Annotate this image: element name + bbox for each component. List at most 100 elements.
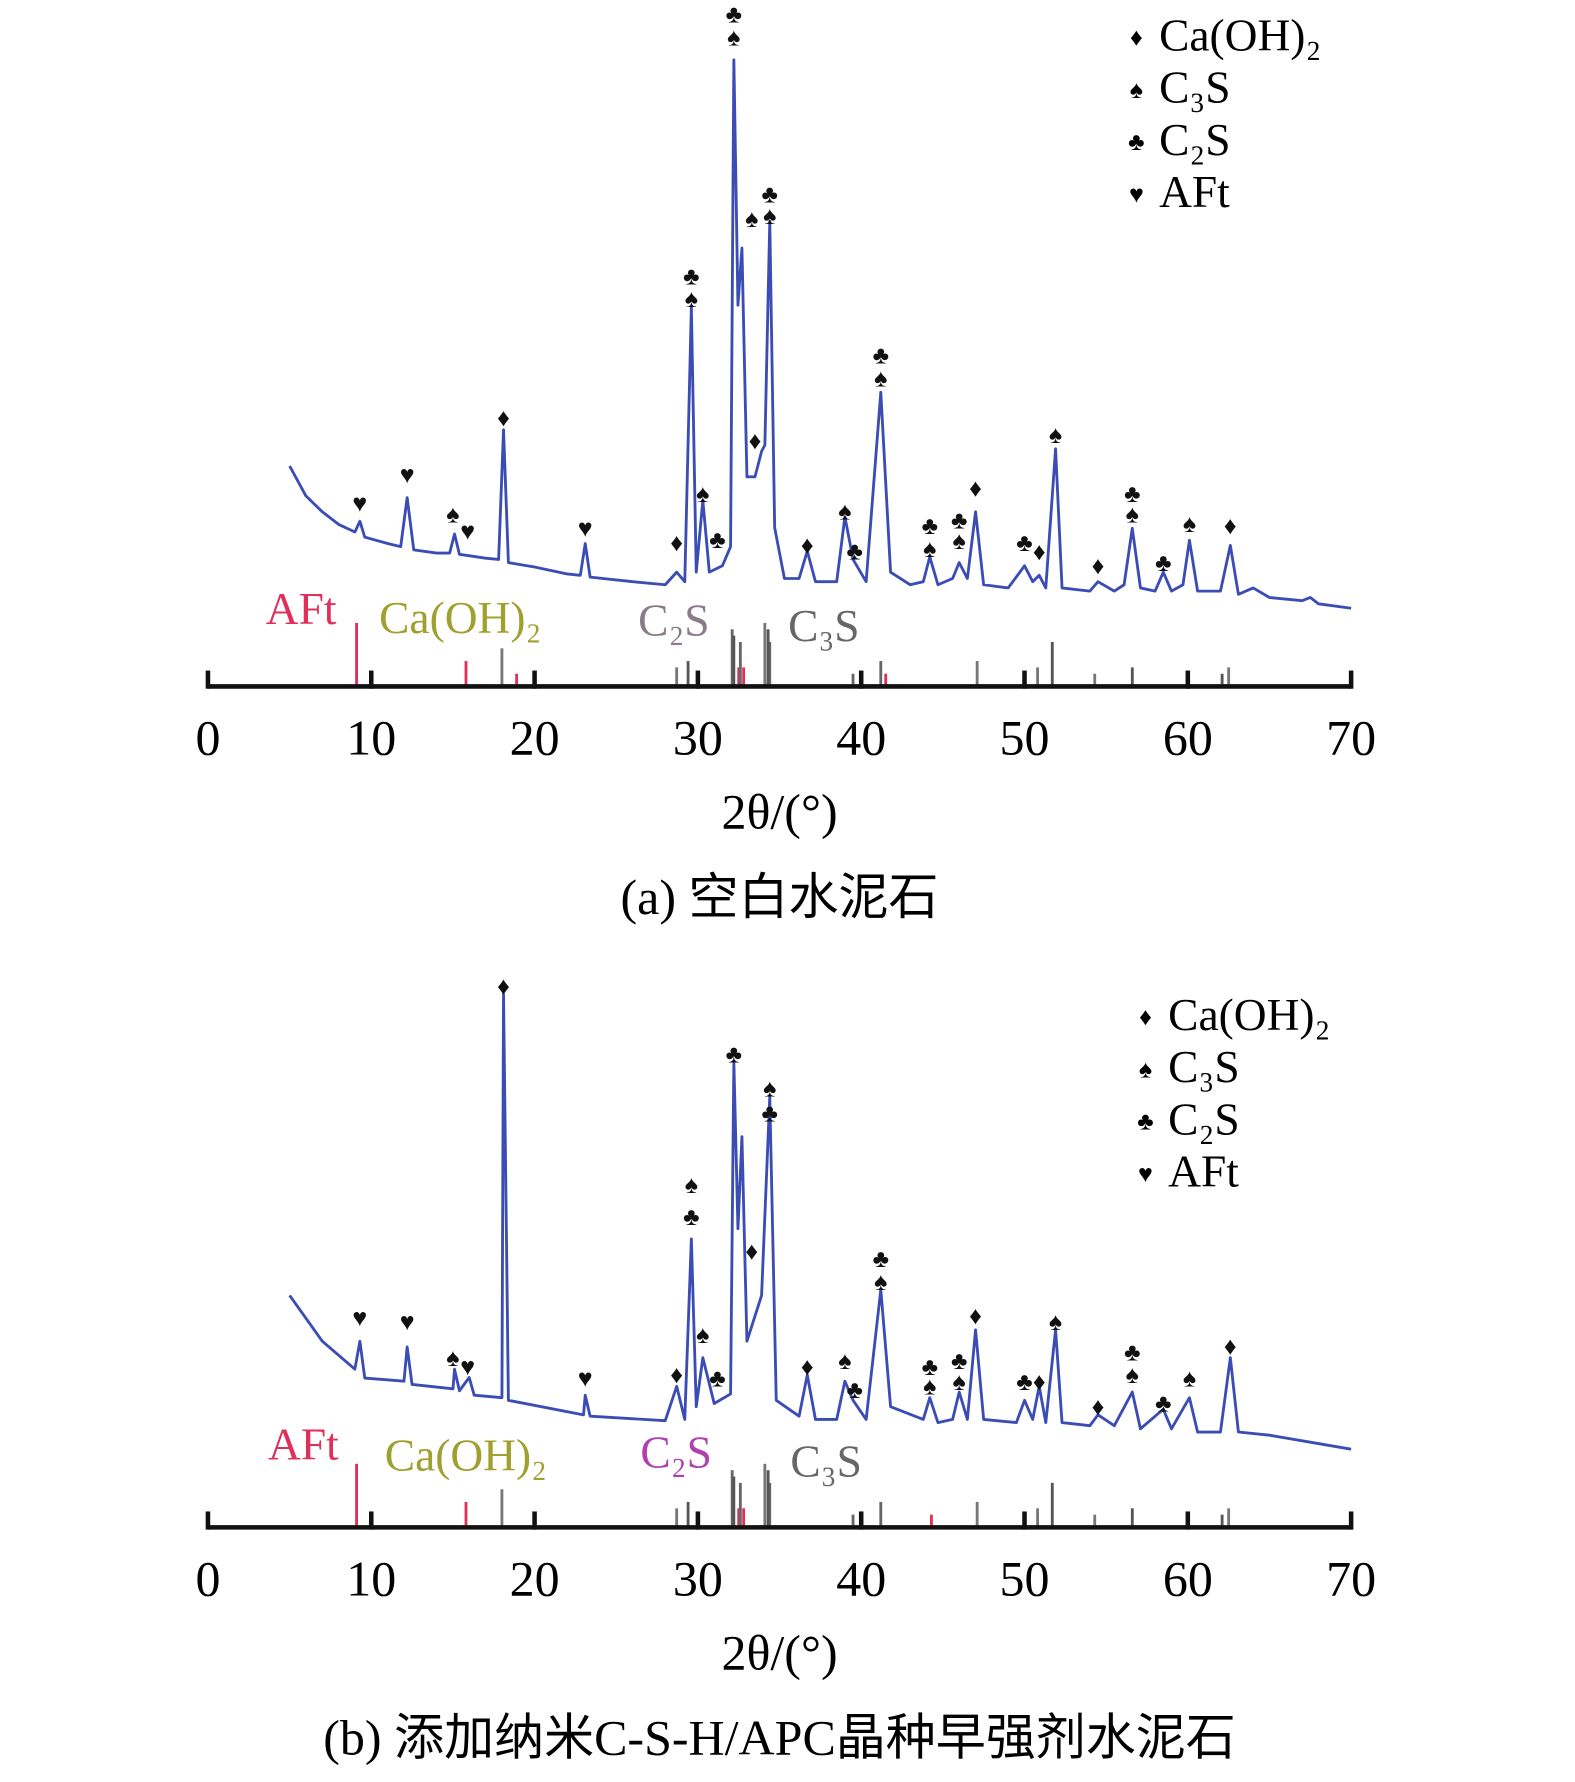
peak-marker: ♥ (400, 1309, 415, 1336)
x-tick-label: 50 (1000, 710, 1050, 766)
peak-marker: ♥ (578, 1365, 593, 1392)
peak-marker: ♣ (1155, 1391, 1171, 1418)
peak-marker: ♠ (696, 481, 709, 508)
peak-marker: ♠ (763, 1076, 776, 1103)
reference-label: C₂S (638, 595, 709, 646)
peak-marker: ♣ (762, 1100, 778, 1127)
peak-marker: ♠ (1126, 1362, 1139, 1389)
peak-marker: ♣ (1124, 1339, 1140, 1366)
peak-marker: ♦ (497, 405, 510, 432)
peak-marker: ♣ (951, 507, 967, 534)
x-tick-label: 0 (195, 710, 220, 766)
x-tick-label: 70 (1326, 1551, 1376, 1607)
peak-marker: ♠ (953, 1369, 966, 1396)
reference-label: C₃S (788, 600, 859, 651)
peak-marker: ♥ (578, 516, 593, 543)
peak-marker: ♦ (745, 1238, 758, 1265)
xrd-curve (288, 58, 1352, 610)
peak-marker: ♠ (763, 203, 776, 230)
peak-marker: ♣ (683, 263, 699, 290)
legend-label: C₃S (1159, 62, 1230, 113)
peak-marker: ♣ (683, 1204, 699, 1231)
peak-marker: ♣ (873, 343, 889, 370)
legend-symbol: ♠ (1139, 1056, 1152, 1083)
peak-marker: ♠ (696, 1322, 709, 1349)
peak-marker: ♦ (1224, 1334, 1237, 1361)
peak-marker: ♥ (400, 462, 415, 489)
peak-marker: ♦ (801, 533, 814, 560)
legend-symbol: ♥ (1129, 181, 1144, 208)
peak-marker: ♣ (709, 1365, 725, 1392)
peak-marker: ♣ (846, 538, 862, 565)
peak-marker: ♦ (749, 428, 762, 455)
caption: (a) 空白水泥石 (621, 869, 939, 925)
legend-symbol: ♦ (1130, 25, 1143, 52)
peak-marker: ♣ (951, 1348, 967, 1375)
peak-marker: ♣ (709, 527, 725, 554)
peak-marker: ♠ (923, 1374, 936, 1401)
peak-marker: ♦ (969, 476, 982, 503)
x-tick-label: 70 (1326, 710, 1376, 766)
peak-marker: ♦ (1033, 1369, 1046, 1396)
peak-marker: ♣ (873, 1246, 889, 1273)
x-tick-label: 30 (673, 710, 723, 766)
peak-marker: ♠ (727, 24, 740, 51)
peak-marker: ♦ (1092, 553, 1105, 580)
peak-marker: ♦ (497, 973, 510, 1000)
peak-marker: ♠ (685, 286, 698, 313)
reference-label: Ca(OH)₂ (379, 592, 541, 643)
legend-symbol: ♣ (1137, 1109, 1153, 1136)
legend-label: C₂S (1159, 114, 1230, 165)
peak-marker: ♥ (352, 491, 367, 518)
peak-marker: ♠ (923, 536, 936, 563)
peak-marker: ♠ (685, 1172, 698, 1199)
legend-label: C₂S (1168, 1093, 1239, 1144)
x-tick-label: 0 (195, 1551, 220, 1607)
legend-label: Ca(OH)₂ (1168, 989, 1330, 1040)
peak-marker: ♦ (670, 530, 683, 557)
x-tick-label: 60 (1163, 710, 1213, 766)
peak-marker: ♦ (1092, 1394, 1105, 1421)
peak-marker: ♠ (446, 502, 459, 529)
peak-marker: ♠ (1126, 502, 1139, 529)
peak-marker: ♣ (846, 1377, 862, 1404)
xrd-curve (288, 992, 1352, 1451)
reference-label: C₂S (640, 1426, 711, 1477)
x-tick-label: 40 (836, 710, 886, 766)
peak-marker: ♣ (726, 1041, 742, 1068)
peak-marker: ♣ (922, 1354, 938, 1381)
peak-marker: ♠ (1049, 422, 1062, 449)
legend-symbol: ♠ (1130, 77, 1143, 104)
x-tick-label: 40 (836, 1551, 886, 1607)
peak-marker: ♠ (874, 366, 887, 393)
peak-marker: ♣ (922, 513, 938, 540)
peak-marker: ♠ (745, 206, 758, 233)
peak-marker: ♥ (352, 1305, 367, 1332)
peak-marker: ♣ (1155, 550, 1171, 577)
x-tick-label: 20 (510, 710, 560, 766)
peak-marker: ♦ (1033, 539, 1046, 566)
x-axis-title: 2θ/(°) (721, 1625, 837, 1681)
legend-symbol: ♣ (1128, 129, 1144, 156)
legend-label: Ca(OH)₂ (1159, 9, 1321, 60)
peak-marker: ♠ (1183, 1365, 1196, 1392)
x-tick-label: 10 (346, 710, 396, 766)
x-axis-title: 2θ/(°) (721, 784, 837, 840)
peak-marker: ♠ (1049, 1309, 1062, 1336)
peak-marker: ♠ (1183, 511, 1196, 538)
peak-marker: ♠ (953, 528, 966, 555)
reference-label: Ca(OH)₂ (385, 1430, 547, 1481)
x-tick-label: 60 (1163, 1551, 1213, 1607)
peak-marker: ♠ (874, 1269, 887, 1296)
peak-marker: ♥ (460, 1354, 475, 1381)
reference-label: AFt (268, 1418, 339, 1469)
peak-marker: ♦ (801, 1354, 814, 1381)
legend-label: AFt (1159, 166, 1230, 217)
legend-label: C₃S (1168, 1041, 1239, 1092)
peak-marker: ♣ (1016, 1369, 1032, 1396)
caption: (b) 添加纳米C-S-H/APC晶种早强剂水泥石 (323, 1710, 1236, 1766)
reference-label: AFt (266, 583, 337, 634)
legend-label: AFt (1168, 1146, 1239, 1197)
